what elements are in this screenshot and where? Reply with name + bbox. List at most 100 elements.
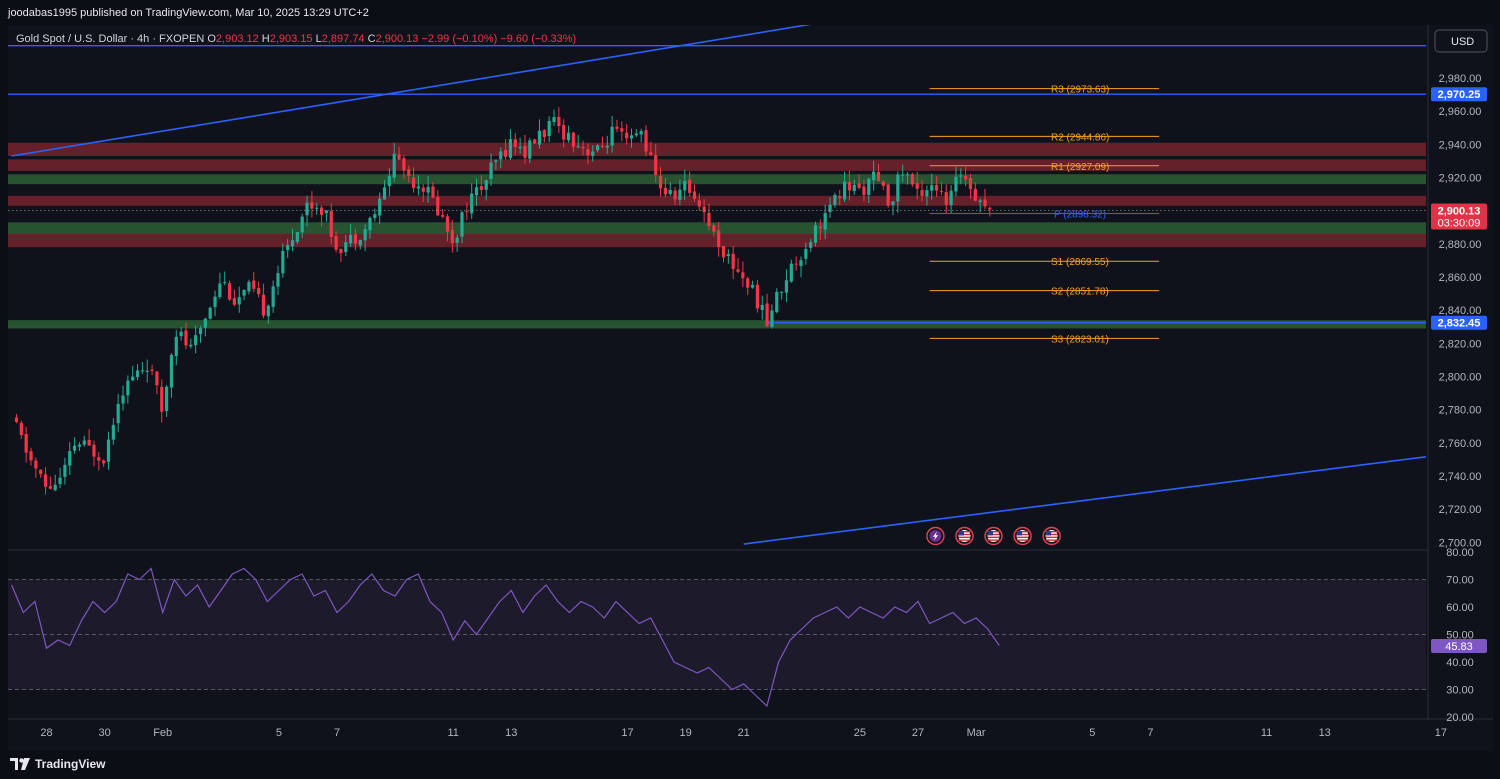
candle-body xyxy=(227,283,232,300)
candle-body xyxy=(775,291,779,313)
candle-body xyxy=(780,291,784,293)
footer-brand: TradingView xyxy=(35,757,106,771)
time-tick-label: 11 xyxy=(1261,727,1272,739)
candle-body xyxy=(232,298,237,305)
candle-body xyxy=(445,216,450,232)
candle-body xyxy=(261,294,266,316)
candle-body xyxy=(886,184,890,206)
gold-chart[interactable]: R3 (2973.63) R2 (2944.86) R1 (2927.09) P (2… xyxy=(8,25,1500,751)
candle-body xyxy=(169,354,174,388)
candle-body xyxy=(581,146,585,149)
legend-segment: 2,897.74 xyxy=(322,33,368,45)
pivot-label-s1: S1 (2869.55) xyxy=(1051,257,1109,268)
pivot-label-s2: S2 (2851.78) xyxy=(1051,287,1109,298)
candle-body xyxy=(663,187,667,195)
candle-body xyxy=(499,151,503,160)
candle-body xyxy=(29,451,33,461)
candle-body xyxy=(542,130,546,138)
candle-body xyxy=(368,217,372,231)
badge-text: 2,900.13 xyxy=(1438,206,1481,218)
candle-body xyxy=(755,284,760,309)
rsi-tick-label: 60.00 xyxy=(1446,602,1474,614)
rsi-tick-label: 20.00 xyxy=(1446,712,1474,724)
candle-body xyxy=(818,226,822,229)
time-tick-label: 13 xyxy=(505,727,517,739)
candle-body xyxy=(358,239,362,246)
candle-body xyxy=(184,330,188,346)
candle-body xyxy=(489,162,493,179)
candle-body xyxy=(53,484,57,491)
candle-body xyxy=(862,186,866,196)
candle-body xyxy=(290,240,295,247)
price-tick-label: 2,720.00 xyxy=(1439,504,1482,516)
candle-body xyxy=(102,460,106,464)
candle-body xyxy=(857,183,861,188)
candle-body xyxy=(547,120,551,137)
resistance-zone xyxy=(8,195,1426,206)
candle-body xyxy=(872,171,876,181)
candle-body xyxy=(910,174,914,185)
symbol-legend: Gold Spot / U.S. Dollar · 4h · FXOPEN O2… xyxy=(16,33,576,45)
rsi-tick-label: 40.00 xyxy=(1446,657,1474,669)
candle-body xyxy=(43,474,48,487)
candle-body xyxy=(707,212,711,227)
time-tick-label: 7 xyxy=(1147,727,1153,739)
candle-body xyxy=(97,457,101,461)
candle-body xyxy=(441,215,445,217)
candle-body xyxy=(944,192,948,205)
support-zone xyxy=(8,222,1426,234)
candle-body xyxy=(615,126,619,129)
candle-body xyxy=(736,269,740,272)
candle-body xyxy=(431,186,435,198)
currency-button[interactable]: USD xyxy=(1434,29,1488,53)
candle-body xyxy=(721,246,726,258)
candle-body xyxy=(668,189,672,195)
legend-segment: 2,900.13 −2.99 (−0.10%) −9.60 (−0.33%) xyxy=(376,33,577,45)
candle-body xyxy=(954,176,958,192)
rsi-tick-label: 80.00 xyxy=(1446,547,1474,559)
time-tick-label: 5 xyxy=(1089,727,1095,739)
price-tick-label: 2,740.00 xyxy=(1439,471,1482,483)
candle-body xyxy=(683,180,687,191)
candle-body xyxy=(610,126,614,146)
candle-body xyxy=(595,145,600,151)
legend-segment: O xyxy=(207,33,216,45)
candle-body xyxy=(174,336,178,357)
candle-body xyxy=(131,376,135,381)
candle-body xyxy=(658,176,663,189)
level-badge-2832: 2,832.45 xyxy=(1431,315,1487,330)
candle-body xyxy=(949,190,953,206)
lower-trendline xyxy=(743,455,1426,545)
candle-body xyxy=(111,424,115,440)
rsi-tick-label: 70.00 xyxy=(1446,575,1474,587)
time-tick-label: 17 xyxy=(1435,727,1447,739)
support-zone xyxy=(8,320,1426,329)
candle-body xyxy=(213,296,217,308)
candle-body xyxy=(484,180,488,190)
candle-body xyxy=(349,234,353,244)
candle-body xyxy=(518,146,522,149)
price-tick-label: 2,860.00 xyxy=(1439,272,1482,284)
candle-body xyxy=(77,444,82,447)
pivot-label-r2: R2 (2944.86) xyxy=(1051,132,1109,143)
candle-body xyxy=(198,328,203,335)
level-badge-2970: 2,970.25 xyxy=(1431,87,1487,102)
candle-body xyxy=(600,145,605,147)
candle-body xyxy=(639,131,643,135)
chart-frame[interactable]: R3 (2973.63) R2 (2944.86) R1 (2927.09) P (2… xyxy=(8,25,1500,751)
candle-body xyxy=(726,254,730,257)
candle-body xyxy=(939,191,944,193)
time-tick-label: 25 xyxy=(854,727,866,739)
candle-body xyxy=(809,242,813,248)
candle-body xyxy=(978,200,982,203)
candle-body xyxy=(692,191,697,199)
candle-body xyxy=(474,187,479,196)
candle-body xyxy=(746,278,750,288)
candle-body xyxy=(804,248,808,259)
candle-body xyxy=(891,201,895,206)
pivot-label-r3: R3 (2973.63) xyxy=(1051,85,1109,96)
candle-body xyxy=(533,139,537,144)
candle-body xyxy=(310,202,314,209)
candle-body xyxy=(537,130,542,145)
candle-body xyxy=(436,197,440,216)
